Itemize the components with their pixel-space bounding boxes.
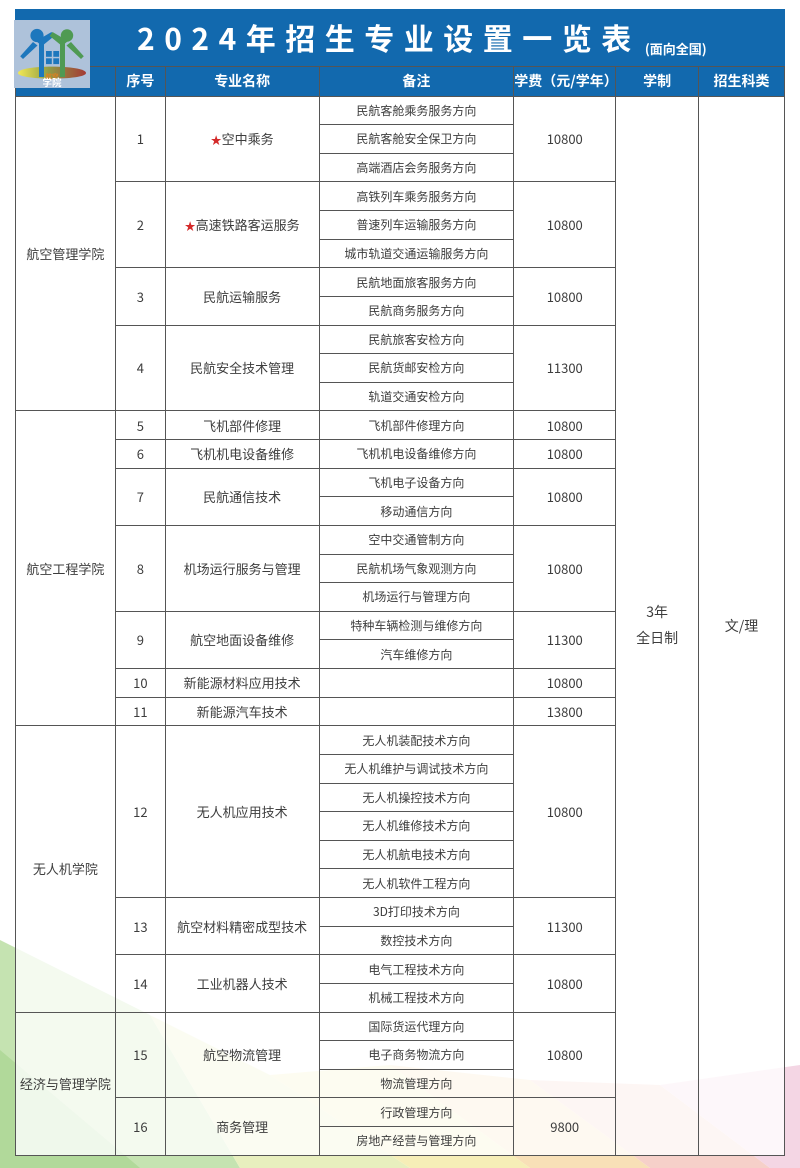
svg-text:学院: 学院 xyxy=(42,75,62,88)
